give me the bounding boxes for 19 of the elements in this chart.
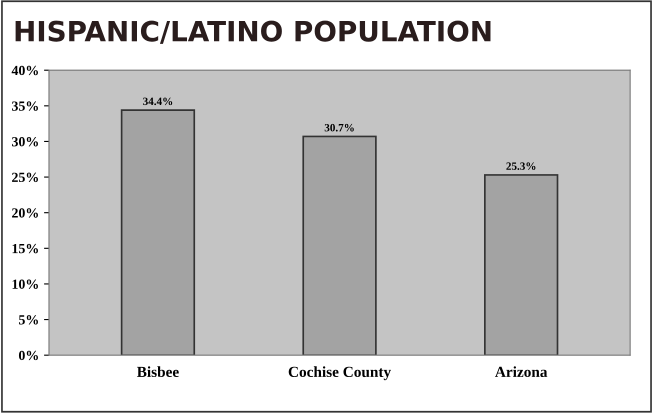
y-tick-label: 20% — [12, 208, 38, 218]
y-tick-label: 15% — [12, 244, 38, 254]
data-label: 34.4% — [143, 98, 172, 106]
y-tick-label: 10% — [12, 280, 38, 289]
data-label: 25.3% — [506, 162, 536, 170]
bar — [484, 174, 558, 356]
y-tick-label: 35% — [12, 101, 38, 111]
x-tick-label: Cochise County — [288, 366, 391, 380]
bar — [302, 136, 377, 356]
y-tick-label: 40% — [12, 66, 38, 76]
x-tick-label: Arizona — [495, 366, 548, 378]
y-tick-label: 30% — [12, 137, 38, 146]
y-tick-label: 0% — [18, 350, 38, 360]
x-tick-label: Bisbee — [136, 366, 179, 378]
data-label: 30.7% — [324, 124, 354, 132]
y-tick-label: 25% — [12, 172, 38, 182]
chart-title: HISPANIC/LATINO POPULATION — [16, 20, 490, 44]
y-tick-label: 5% — [18, 315, 38, 325]
bar — [120, 109, 196, 356]
